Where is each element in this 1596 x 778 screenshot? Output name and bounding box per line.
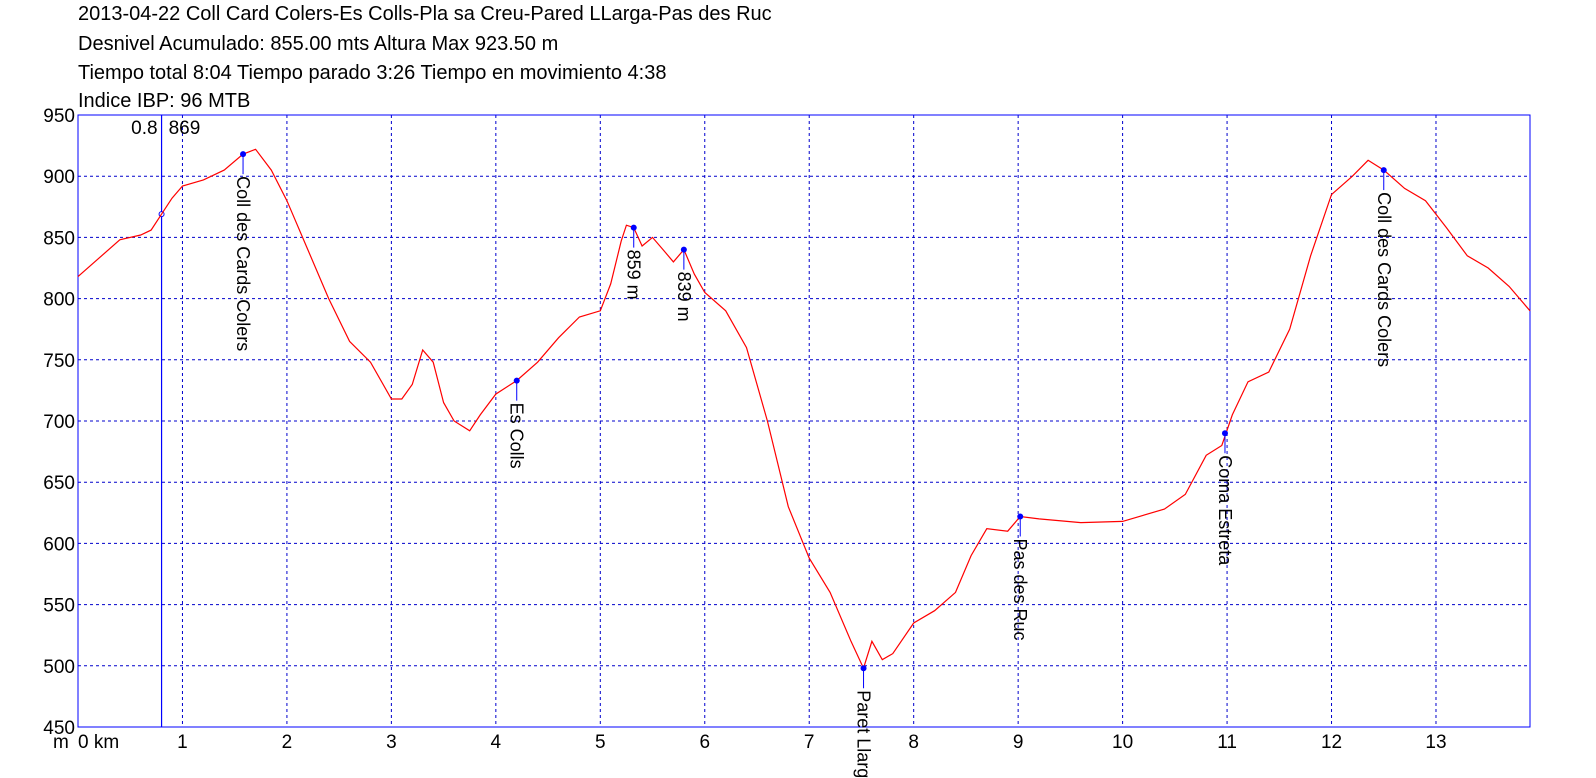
- x-tick-label: 5: [595, 732, 606, 753]
- waypoint-dot: [630, 224, 637, 231]
- elevation-profile-line: [77, 148, 1531, 670]
- y-tick-label: 600: [43, 534, 75, 555]
- grid: [78, 115, 1530, 727]
- y-tick-label: 550: [43, 596, 75, 617]
- y-tick-label: 650: [43, 473, 75, 494]
- x-tick-label: 10: [1112, 732, 1133, 753]
- y-tick-label: 950: [43, 106, 75, 127]
- time-summary: Tiempo total 8:04 Tiempo parado 3:26 Tie…: [78, 62, 667, 84]
- x-tick-label: 13: [1425, 732, 1446, 753]
- waypoint-label: 839 m: [674, 272, 694, 322]
- x-tick-label: 0 km: [78, 732, 119, 753]
- waypoint-label: Es Colls: [507, 403, 527, 469]
- x-tick-label: 3: [386, 732, 397, 753]
- waypoint-label: Paret Llarga: [854, 690, 874, 778]
- waypoint-markers: Coll des Cards Colers Es Colls 859 m 839 m P…: [233, 151, 1394, 778]
- x-tick-label: 1: [177, 732, 188, 753]
- y-tick-label: 700: [43, 412, 75, 433]
- waypoint-label: Coma Estreta: [1215, 455, 1235, 566]
- cursor-distance-label: 0.8: [131, 118, 157, 139]
- ibp-index: Indice IBP: 96 MTB: [78, 90, 251, 112]
- waypoint-dot: [1221, 430, 1228, 437]
- x-tick-label: 7: [804, 732, 815, 753]
- x-tick-label: 9: [1013, 732, 1024, 753]
- waypoint-label: 859 m: [624, 250, 644, 300]
- x-tick-label: 4: [491, 732, 502, 753]
- chart-title: 2013-04-22 Coll Card Colers-Es Colls-Pla…: [78, 3, 772, 25]
- waypoint-label: Coll des Cards Colers: [233, 176, 253, 351]
- y-tick-label: 850: [43, 228, 75, 249]
- cursor-elevation-label: 869: [169, 118, 201, 139]
- y-tick-label: 800: [43, 290, 75, 311]
- x-tick-label: 2: [282, 732, 293, 753]
- y-tick-label: 900: [43, 167, 75, 188]
- elevation-summary: Desnivel Acumulado: 855.00 mts Altura Ma…: [78, 33, 559, 55]
- x-axis-unit-label: m: [53, 732, 69, 753]
- waypoint-dot: [680, 246, 687, 253]
- x-tick-label: 8: [908, 732, 919, 753]
- waypoint-dot: [1017, 513, 1024, 520]
- waypoint-dot: [1380, 167, 1387, 174]
- x-tick-label: 11: [1217, 732, 1237, 753]
- waypoint-label: Pas des Ruc: [1010, 538, 1030, 640]
- waypoint-dot: [860, 665, 867, 672]
- waypoint-label: Coll des Cards Colers: [1374, 192, 1394, 367]
- y-tick-label: 500: [43, 657, 75, 678]
- plot-frame: [77, 114, 1531, 728]
- x-tick-label: 6: [699, 732, 710, 753]
- waypoint-dot: [240, 151, 247, 158]
- y-tick-label: 450: [43, 718, 75, 739]
- waypoint-dot: [513, 377, 520, 384]
- y-tick-label: 750: [43, 351, 75, 372]
- x-tick-label: 12: [1321, 732, 1342, 753]
